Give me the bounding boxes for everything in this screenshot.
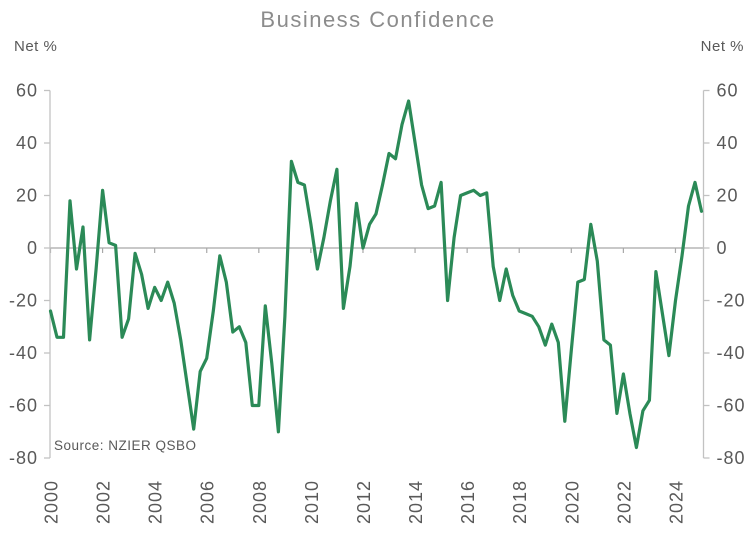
x-tick-label: 2020: [562, 480, 582, 524]
y-tick-label-right: 40: [717, 133, 739, 153]
source-note: Source: NZIER QSBO: [54, 438, 197, 453]
confidence-line: [48, 99, 704, 450]
x-tick-label: 2014: [406, 480, 426, 524]
x-tick-label: 2000: [42, 480, 62, 524]
y-tick-label-left: -80: [9, 448, 38, 468]
y-tick-label-right: -20: [717, 291, 746, 311]
x-tick-label: 2024: [666, 480, 686, 524]
y-tick-label-left: 20: [16, 186, 38, 206]
y-tick-label-left: -20: [9, 291, 38, 311]
y-tick-label-right: -60: [717, 396, 746, 416]
x-tick-label: 2012: [354, 480, 374, 524]
chart-title: Business Confidence: [260, 7, 496, 32]
x-tick-label: 2022: [614, 480, 634, 524]
y-tick-label-right: 0: [717, 238, 728, 258]
y-tick-label-left: 0: [27, 238, 38, 258]
x-tick-label: 2002: [94, 480, 114, 524]
x-tick-label: 2018: [510, 480, 530, 524]
x-tick-label: 2004: [146, 480, 166, 524]
y-tick-label-right: -80: [717, 448, 746, 468]
x-tick-label: 2010: [302, 480, 322, 524]
x-tick-label: 2008: [250, 480, 270, 524]
y-tick-label-right: -40: [717, 343, 746, 363]
y-axis-unit-label-left: Net %: [14, 38, 58, 55]
y-tick-label-right: 60: [717, 81, 739, 101]
y-tick-label-left: 40: [16, 133, 38, 153]
y-tick-label-left: 60: [16, 81, 38, 101]
x-tick-label: 2006: [198, 480, 218, 524]
x-tick-label: 2016: [458, 480, 478, 524]
y-tick-label-right: 20: [717, 186, 739, 206]
y-tick-label-left: -40: [9, 343, 38, 363]
y-axis-unit-label-right: Net %: [700, 38, 744, 55]
y-tick-label-left: -60: [9, 396, 38, 416]
